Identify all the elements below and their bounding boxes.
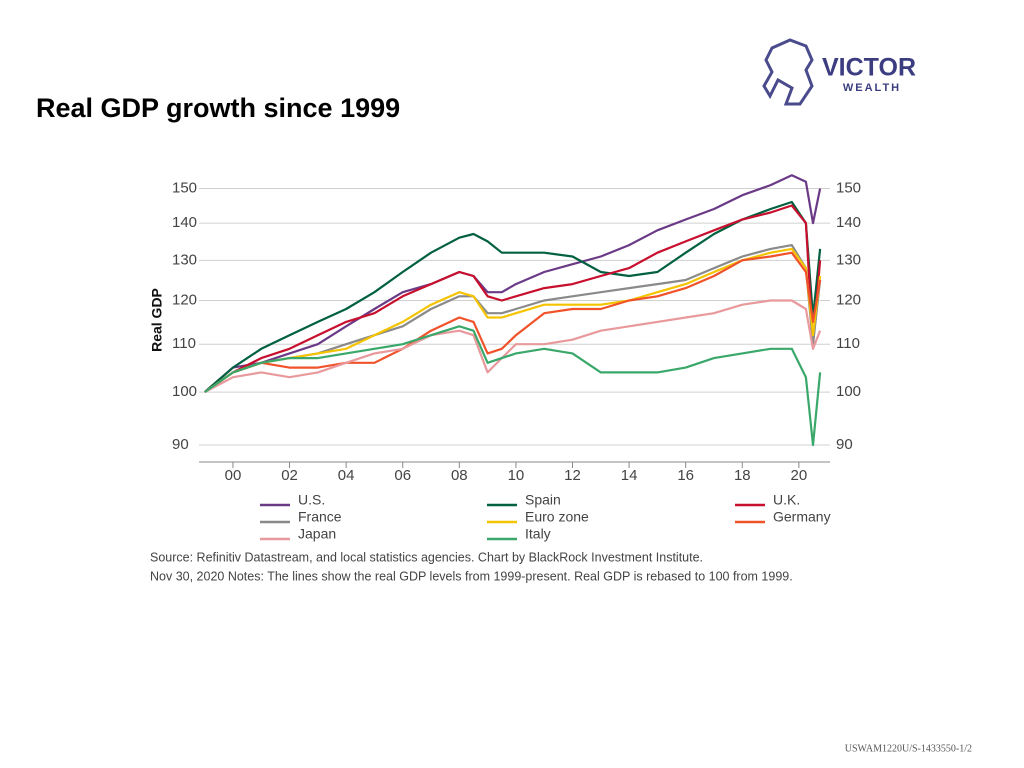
series-line xyxy=(203,174,822,393)
y2-tick-label: 90 xyxy=(836,436,853,453)
logo-icon xyxy=(762,38,814,106)
legend-label: U.S. xyxy=(298,492,325,508)
series-line xyxy=(204,204,822,394)
legend-label: France xyxy=(298,509,342,525)
y2-tick-label: 110 xyxy=(836,335,860,352)
legend-label: Japan xyxy=(298,526,336,542)
y2-tick-label: 150 xyxy=(836,179,861,196)
legend-label: Germany xyxy=(773,509,831,525)
x-tick-label: 18 xyxy=(734,467,751,484)
slide-title: Real GDP growth since 1999 xyxy=(36,93,400,123)
logo-name: VICTOR xyxy=(822,54,916,82)
legend-label: Spain xyxy=(525,492,561,508)
x-tick-label: 00 xyxy=(225,467,242,484)
logo-sub: WEALTH xyxy=(843,82,901,94)
y-axis-label: Real GDP xyxy=(149,288,165,352)
y-tick-label: 100 xyxy=(172,383,197,400)
y-tick-label: 90 xyxy=(172,436,189,453)
x-tick-label: 06 xyxy=(394,467,411,484)
x-tick-label: 12 xyxy=(564,467,581,484)
series-line xyxy=(204,247,822,394)
y-tick-label: 140 xyxy=(172,214,197,231)
legend-label: Euro zone xyxy=(525,509,589,525)
logo: VICTOR WEALTH xyxy=(762,38,916,106)
footer-code: USWAM1220U/S-1433550-1/2 xyxy=(845,743,972,754)
source-text: Source: Refinitiv Datastream, and local … xyxy=(150,550,703,564)
legend-label: U.K. xyxy=(773,492,800,508)
x-tick-label: 20 xyxy=(791,467,808,484)
series-line xyxy=(204,244,822,394)
y-tick-label: 120 xyxy=(172,291,197,308)
series-line xyxy=(203,200,822,393)
series-line xyxy=(204,251,822,394)
series-line xyxy=(204,299,822,394)
y2-tick-label: 120 xyxy=(836,291,861,308)
y2-tick-label: 100 xyxy=(836,383,861,400)
x-tick-label: 10 xyxy=(508,467,525,484)
y2-tick-label: 140 xyxy=(836,214,861,231)
x-tick-label: 16 xyxy=(677,467,694,484)
y-tick-label: 130 xyxy=(172,251,197,268)
x-tick-label: 08 xyxy=(451,467,468,484)
y-tick-label: 150 xyxy=(172,179,197,196)
y-tick-label: 110 xyxy=(172,335,196,352)
x-tick-label: 02 xyxy=(281,467,298,484)
x-tick-label: 04 xyxy=(338,467,355,484)
y2-tick-label: 130 xyxy=(836,251,861,268)
legend-label: Italy xyxy=(525,526,551,542)
series-line xyxy=(204,325,822,447)
plot-area: 90 90 100 100 110 110 120 120 130 130 140 140 150 150… xyxy=(172,174,861,542)
notes-text: Nov 30, 2020 Notes: The lines show the r… xyxy=(150,569,793,583)
x-tick-label: 14 xyxy=(621,467,638,484)
